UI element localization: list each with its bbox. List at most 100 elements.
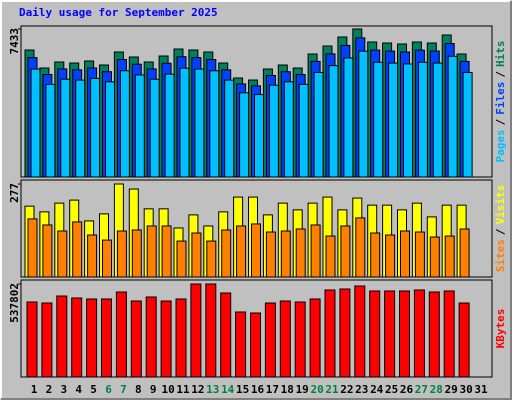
- bar: [310, 224, 321, 278]
- bar: [87, 234, 98, 278]
- bar: [60, 78, 71, 178]
- bar: [131, 229, 142, 278]
- bar: [119, 70, 130, 178]
- bar: [373, 61, 384, 178]
- bar: [164, 73, 175, 178]
- bar: [116, 230, 127, 278]
- bar: [413, 289, 425, 378]
- bar: [417, 61, 428, 178]
- bar: [279, 300, 291, 378]
- x-tick-label: 16: [251, 383, 265, 396]
- x-tick-label: 27: [415, 383, 428, 396]
- bar: [251, 223, 261, 278]
- bar: [175, 298, 187, 378]
- bar: [209, 70, 220, 178]
- bar: [41, 302, 53, 378]
- bar: [57, 230, 68, 278]
- bar: [235, 311, 247, 378]
- x-tick-label: 10: [161, 383, 174, 396]
- bar: [339, 288, 351, 378]
- bar: [149, 78, 160, 178]
- bar: [309, 298, 321, 378]
- x-tick-label: 23: [355, 383, 368, 396]
- x-tick-label: 2: [46, 383, 53, 396]
- bar: [86, 298, 98, 378]
- bar: [414, 231, 425, 278]
- legend-entry: KBytes: [494, 309, 507, 349]
- bar: [385, 234, 396, 278]
- y-tick-label: 7433: [8, 28, 21, 55]
- bar: [443, 290, 455, 378]
- x-tick-label: 1: [31, 383, 38, 396]
- bar: [102, 239, 112, 278]
- bar: [265, 231, 276, 278]
- legend-separator: /: [494, 118, 507, 125]
- x-tick-label: 5: [90, 383, 97, 396]
- bar: [205, 283, 217, 378]
- bar: [105, 81, 115, 178]
- x-tick-label: 31: [474, 383, 488, 396]
- bar: [179, 67, 190, 178]
- bar: [324, 289, 336, 378]
- bar: [370, 232, 381, 278]
- bar: [160, 300, 172, 378]
- x-tick-label: 21: [325, 383, 339, 396]
- bar: [191, 232, 202, 278]
- bar: [221, 229, 232, 278]
- bar: [239, 92, 250, 178]
- x-tick-label: 11: [176, 383, 190, 396]
- legend-entry: Sites: [494, 239, 507, 272]
- bar: [190, 283, 202, 378]
- x-tick-label: 13: [206, 383, 219, 396]
- legend-entry: Pages: [494, 129, 507, 162]
- legend-entry: Hits: [494, 41, 507, 68]
- bar: [250, 312, 261, 378]
- bar: [313, 71, 324, 178]
- x-tick-label: 24: [370, 383, 384, 396]
- legend-separator: /: [494, 71, 507, 78]
- legend: Pages / Files / Hits: [494, 41, 507, 163]
- bar: [56, 295, 68, 378]
- bar: [145, 296, 157, 378]
- bar: [325, 235, 336, 278]
- bar: [220, 292, 232, 378]
- bar: [146, 225, 157, 278]
- bar: [429, 236, 440, 278]
- bar: [45, 83, 56, 178]
- x-tick-label: 8: [135, 383, 142, 396]
- bar: [295, 228, 306, 278]
- x-tick-label: 22: [340, 383, 353, 396]
- bar: [26, 301, 38, 378]
- bar: [194, 68, 205, 178]
- bar: [384, 290, 396, 378]
- bar: [432, 62, 443, 178]
- bar: [30, 68, 41, 178]
- y-tick-label: 537802: [8, 283, 21, 323]
- bar: [134, 74, 145, 178]
- bar: [298, 83, 309, 178]
- bar: [101, 298, 112, 378]
- legend-separator: /: [494, 228, 507, 235]
- bar: [268, 84, 279, 178]
- legend-entry: Files: [494, 82, 507, 115]
- bar: [75, 79, 86, 178]
- bar: [27, 218, 38, 278]
- x-tick-label: 4: [75, 383, 82, 396]
- x-tick-label: 9: [150, 383, 157, 396]
- x-tick-label: 20: [310, 383, 323, 396]
- x-tick-label: 17: [266, 383, 279, 396]
- x-tick-label: 30: [459, 383, 472, 396]
- x-tick-label: 18: [281, 383, 294, 396]
- bar: [224, 79, 235, 178]
- bar: [403, 63, 413, 178]
- bar: [340, 225, 351, 278]
- bar: [444, 235, 455, 278]
- bar: [130, 300, 142, 378]
- bar: [90, 77, 101, 178]
- x-tick-label: 15: [236, 383, 249, 396]
- x-tick-label: 28: [430, 383, 443, 396]
- bar: [71, 297, 83, 378]
